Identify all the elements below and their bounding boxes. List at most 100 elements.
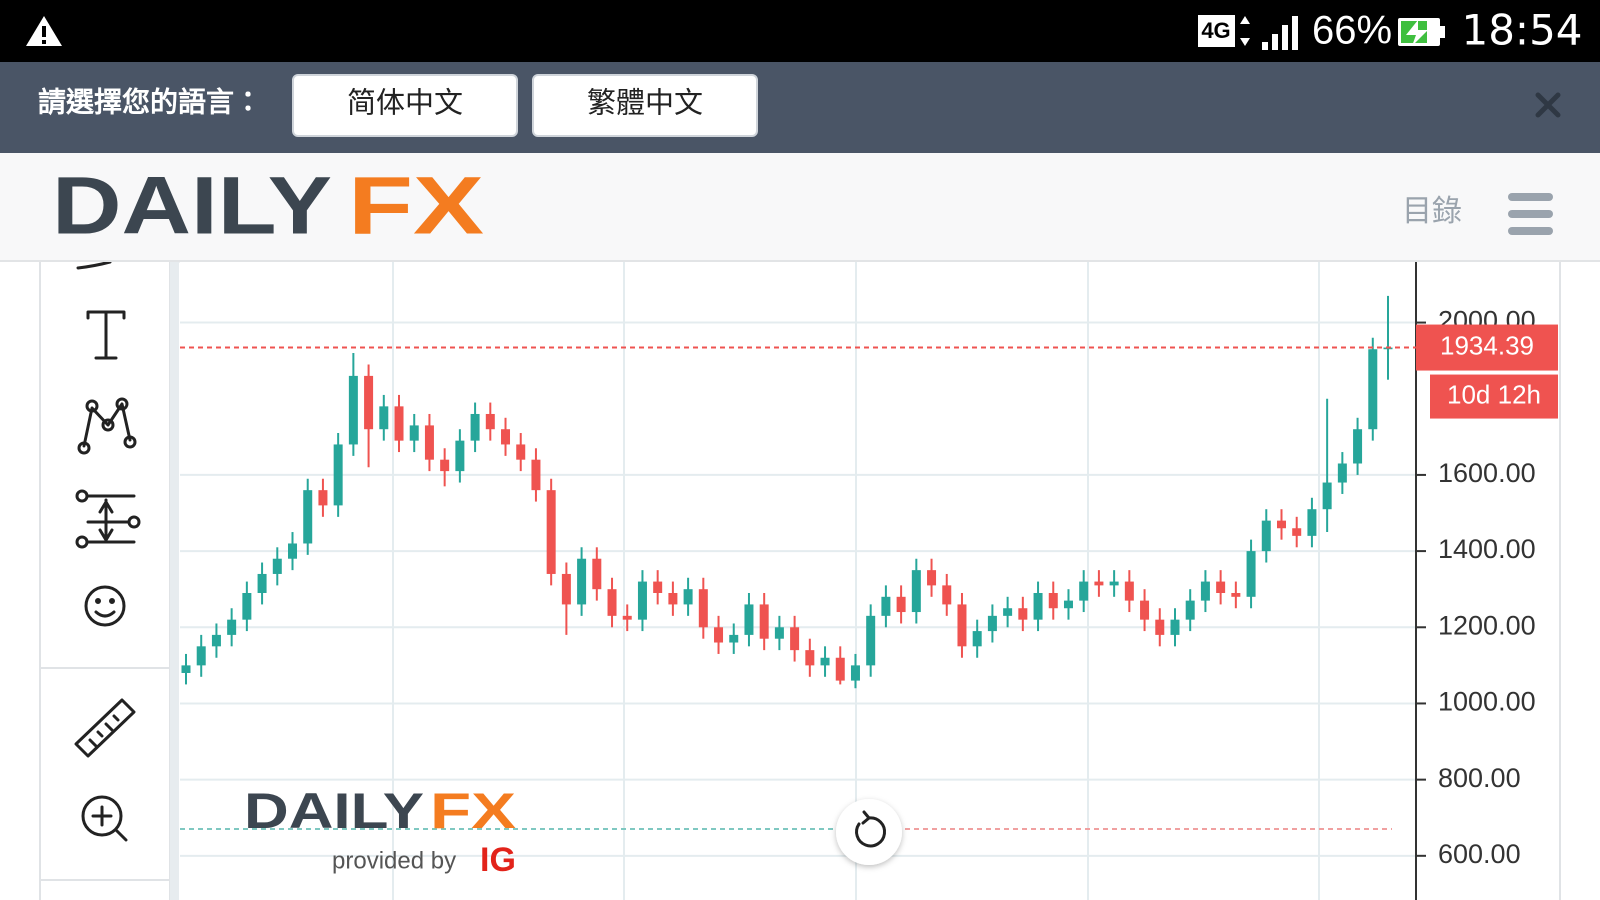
candle-body: [1033, 592, 1043, 620]
candle-body: [850, 665, 860, 681]
measure-tool-icon[interactable]: [75, 489, 141, 549]
close-button[interactable]: [1535, 92, 1561, 118]
candle-body: [881, 596, 891, 616]
candle-body: [622, 615, 632, 620]
logo-text[interactable]: DAILY: [52, 161, 332, 252]
signal-bar: [1272, 34, 1278, 50]
candle-body: [516, 444, 526, 460]
candle-body: [485, 413, 495, 430]
candle-body: [698, 589, 708, 628]
watermark-logo: FX: [430, 783, 516, 839]
candle-body: [257, 573, 267, 593]
hamburger-bar[interactable]: [1508, 227, 1553, 235]
candle-body: [1261, 520, 1271, 552]
chart-background: [0, 262, 1600, 900]
candle-body: [987, 615, 997, 632]
candle-body: [561, 573, 571, 605]
network-type: 4G: [1201, 18, 1230, 43]
candle-body: [927, 570, 937, 586]
toolbar-gutter: [170, 262, 179, 900]
candle-body: [1109, 581, 1119, 586]
reset-icon[interactable]: [855, 810, 887, 848]
hamburger-bar[interactable]: [1508, 210, 1553, 218]
hamburger-icon[interactable]: [1508, 193, 1553, 235]
candle-body: [1231, 592, 1241, 597]
candle-body: [1322, 482, 1332, 510]
candle-body: [181, 665, 191, 673]
emoji-icon[interactable]: [84, 585, 126, 627]
candle-body: [242, 592, 252, 620]
signal-bar: [1262, 42, 1268, 50]
candle-body: [972, 631, 982, 647]
candle-body: [790, 627, 800, 651]
candle-body: [942, 585, 952, 605]
brush-icon[interactable]: [76, 260, 112, 270]
site-header: [0, 153, 1600, 262]
candle-body: [1048, 592, 1058, 609]
text-tool-icon[interactable]: [86, 310, 126, 360]
countdown-box: [1430, 374, 1558, 419]
last-price-box: [1416, 324, 1558, 371]
candle-body: [409, 425, 419, 441]
signal-icon: [1262, 16, 1298, 50]
candle-body: [1063, 600, 1073, 609]
reset-button-circle[interactable]: [836, 799, 902, 865]
y-tick-label: 1000.00: [1438, 687, 1536, 717]
data-arrows: [1240, 16, 1250, 46]
candle-body: [211, 634, 221, 647]
zoom-icon[interactable]: [81, 795, 128, 842]
candle-body: [1003, 608, 1013, 616]
candle-body: [288, 543, 298, 559]
candle-body: [333, 444, 343, 506]
signal-bar: [1292, 16, 1298, 50]
candle-body: [440, 459, 450, 472]
language-button-label[interactable]: 繁體中文: [587, 87, 703, 120]
candle-body: [1337, 463, 1347, 483]
menu-label[interactable]: 目錄: [1402, 195, 1462, 228]
warning-icon: [26, 16, 62, 46]
candle-body: [531, 459, 541, 491]
candle-body: [1292, 528, 1302, 536]
y-tick-label: 1600.00: [1438, 458, 1536, 488]
logo-text[interactable]: FX: [348, 161, 484, 252]
candle-body: [318, 490, 328, 506]
clock: 18:54: [1461, 6, 1582, 55]
candle-body: [759, 604, 769, 639]
battery-tip: [1440, 26, 1445, 38]
language-bar: [0, 62, 1600, 153]
candle-body: [1307, 509, 1317, 536]
ruler-icon[interactable]: [74, 698, 136, 758]
candle-body: [364, 375, 374, 430]
language-button[interactable]: [292, 74, 518, 137]
language-button-label[interactable]: 简体中文: [347, 87, 463, 120]
candle-body: [1246, 551, 1256, 597]
y-tick-label: 1200.00: [1438, 610, 1536, 640]
watermark-provided-by: provided by: [332, 847, 456, 874]
countdown-label: 10d 12h: [1447, 379, 1541, 409]
candle-body: [683, 589, 693, 605]
candle-body: [1368, 349, 1378, 430]
warning-dot: [42, 40, 46, 44]
candle-body: [470, 413, 480, 441]
candle-body: [607, 589, 617, 616]
reset-button[interactable]: [836, 799, 902, 865]
y-tick-label: 1400.00: [1438, 534, 1536, 564]
candle-body: [774, 627, 784, 639]
hamburger-bar[interactable]: [1508, 193, 1553, 201]
candle-body: [394, 406, 404, 441]
pattern-tool-icon[interactable]: [77, 397, 137, 455]
candle-body: [1018, 608, 1028, 620]
candle-body: [1124, 581, 1134, 601]
candle-body: [196, 646, 206, 666]
status-bar: [0, 0, 1600, 62]
candle-body: [668, 592, 678, 605]
watermark-logo: DAILY: [244, 783, 424, 839]
candle-body: [1140, 600, 1150, 620]
language-button[interactable]: [532, 74, 758, 137]
candle-body: [577, 558, 587, 605]
candle-body: [1094, 581, 1104, 586]
candle-body: [303, 490, 313, 544]
price-overlay: 1934.39 10d 12h: [180, 324, 1558, 419]
candle-body: [1170, 619, 1180, 635]
